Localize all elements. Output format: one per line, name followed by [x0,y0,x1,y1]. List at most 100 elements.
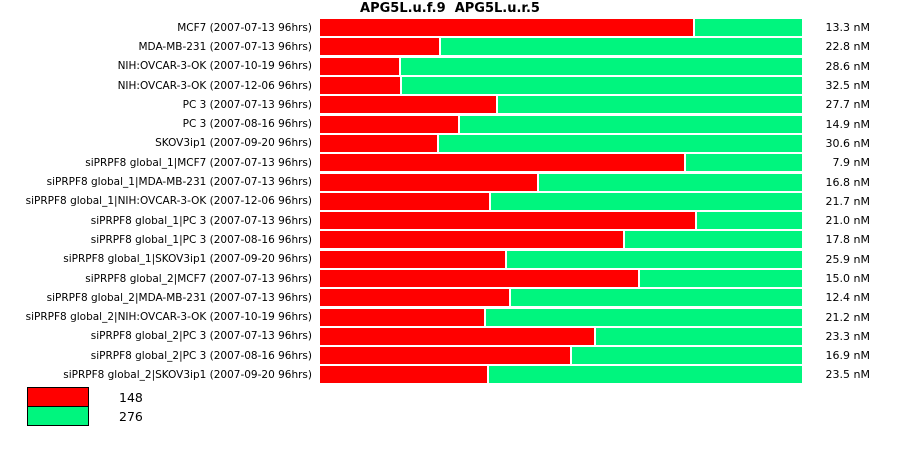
stacked-bar [320,347,802,365]
row-value-nM: 21.2 nM [825,310,870,324]
bar-segment-red [320,115,459,133]
chart-row: NIH:OVCAR-3-OK (2007-10-19 96hrs) 28.6 n… [0,57,900,76]
row-label: PC 3 (2007-07-13 96hrs) [182,98,312,111]
bar-segment-red [320,347,570,365]
bar-segment-green [486,308,802,326]
chart-row: siPRPF8 global_1|MCF7 (2007-07-13 96hrs)… [0,153,900,172]
chart-row: NIH:OVCAR-3-OK (2007-12-06 96hrs) 32.5 n… [0,76,900,95]
chart-row: siPRPF8 global_1|SKOV3ip1 (2007-09-20 96… [0,250,900,269]
stacked-bar [320,327,802,345]
bar-segment-green [498,96,802,114]
bar-segment-red [320,77,401,95]
bar-segment-green [538,173,802,191]
bar-segment-green [510,289,802,307]
row-value-nM: 30.6 nM [825,136,870,150]
legend-swatch [27,406,89,426]
row-value-nM: 23.3 nM [825,329,870,343]
bar-segment-red [320,308,485,326]
row-value-nM: 14.9 nM [825,117,870,131]
row-value-nM: 17.8 nM [825,233,870,247]
chart-row: SKOV3ip1 (2007-09-20 96hrs) 30.6 nM [0,134,900,153]
bar-segment-red [320,19,693,37]
bar-segment-green [624,231,802,249]
bar-segment-red [320,38,439,56]
bar-segment-red [320,289,509,307]
row-label: NIH:OVCAR-3-OK (2007-10-19 96hrs) [117,60,312,73]
row-label: siPRPF8 global_1|MCF7 (2007-07-13 96hrs) [85,156,312,169]
chart-row: siPRPF8 global_1|NIH:OVCAR-3-OK (2007-12… [0,192,900,211]
chart-row: siPRPF8 global_2|SKOV3ip1 (2007-09-20 96… [0,365,900,384]
row-value-nM: 13.3 nM [825,21,870,35]
stacked-bar [320,96,802,114]
stacked-bar [320,77,802,95]
bar-segment-green [694,19,802,37]
stacked-bar [320,115,802,133]
row-value-nM: 28.6 nM [825,59,870,73]
bar-segment-green [440,38,802,56]
legend: 148 276 [27,387,143,426]
bar-segment-red [320,212,696,230]
chart-row: PC 3 (2007-08-16 96hrs) 14.9 nM [0,114,900,133]
row-value-nM: 15.0 nM [825,272,870,285]
chart-row: siPRPF8 global_2|PC 3 (2007-08-16 96hrs)… [0,346,900,365]
stacked-bar [320,134,802,152]
stacked-bar [320,366,802,384]
row-label: siPRPF8 global_2|PC 3 (2007-08-16 96hrs) [90,349,312,362]
row-label: siPRPF8 global_1|PC 3 (2007-07-13 96hrs) [90,214,312,227]
row-label: siPRPF8 global_2|MDA-MB-231 (2007-07-13 … [46,291,312,304]
bar-segment-red [320,192,490,210]
bar-segment-red [320,134,437,152]
bar-segment-green [402,77,802,95]
row-label: PC 3 (2007-08-16 96hrs) [182,118,312,131]
bar-segment-green [686,154,802,172]
bar-segment-red [320,154,685,172]
row-label: siPRPF8 global_1|NIH:OVCAR-3-OK (2007-12… [25,195,312,208]
row-value-nM: 25.9 nM [825,252,870,266]
stacked-bar [320,308,802,326]
chart-rows: MCF7 (2007-07-13 96hrs) 13.3 nM MDA-MB-2… [0,18,900,385]
legend-row: 148 [27,387,143,407]
legend-row: 276 [27,406,143,426]
bar-segment-red [320,366,488,384]
stacked-bar [320,154,802,172]
stacked-bar [320,231,802,249]
row-value-nM: 12.4 nM [825,291,870,305]
bar-segment-green [571,347,802,365]
row-label: siPRPF8 global_2|NIH:OVCAR-3-OK (2007-10… [25,311,312,324]
row-label: SKOV3ip1 (2007-09-20 96hrs) [155,137,312,150]
stacked-bar [320,212,802,230]
bar-segment-green [401,57,802,75]
row-label: siPRPF8 global_2|SKOV3ip1 (2007-09-20 96… [63,368,312,381]
chart-row: siPRPF8 global_1|PC 3 (2007-08-16 96hrs)… [0,230,900,249]
chart-row: siPRPF8 global_1|MDA-MB-231 (2007-07-13 … [0,172,900,191]
bar-segment-red [320,57,400,75]
row-label: siPRPF8 global_1|MDA-MB-231 (2007-07-13 … [46,176,312,189]
chart-row: siPRPF8 global_2|NIH:OVCAR-3-OK (2007-10… [0,307,900,326]
row-value-nM: 22.8 nM [825,40,870,54]
row-value-nM: 32.5 nM [825,79,870,93]
stacked-bar [320,173,802,191]
stacked-bar [320,57,802,75]
row-label: MCF7 (2007-07-13 96hrs) [177,21,312,34]
bar-segment-green [506,250,802,268]
chart-row: siPRPF8 global_2|MDA-MB-231 (2007-07-13 … [0,288,900,307]
chart-title: APG5L.u.f.9 APG5L.u.r.5 [360,1,540,16]
legend-swatch [27,387,89,407]
chart-row: MDA-MB-231 (2007-07-13 96hrs) 22.8 nM [0,37,900,56]
row-value-nM: 27.7 nM [825,98,870,112]
row-label: siPRPF8 global_2|MCF7 (2007-07-13 96hrs) [85,272,312,285]
stacked-bar [320,289,802,307]
bar-segment-red [320,173,537,191]
chart-row: PC 3 (2007-07-13 96hrs) 27.7 nM [0,95,900,114]
legend-label: 148 [119,389,143,405]
row-value-nM: 21.7 nM [825,194,870,208]
stacked-bar [320,38,802,56]
chart-row: MCF7 (2007-07-13 96hrs) 13.3 nM [0,18,900,37]
stacked-bar [320,270,802,287]
bar-segment-red [320,270,638,287]
chart-row: siPRPF8 global_2|MCF7 (2007-07-13 96hrs)… [0,269,900,288]
bar-segment-green [595,327,802,345]
stacked-bar [320,250,802,268]
bar-segment-green [491,192,802,210]
